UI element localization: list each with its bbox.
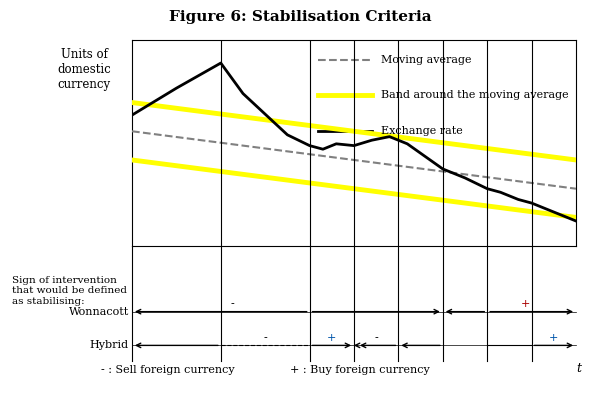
Text: - : Sell foreign currency: - : Sell foreign currency bbox=[101, 365, 235, 375]
Text: +: + bbox=[327, 333, 337, 343]
Text: t: t bbox=[577, 362, 581, 375]
Text: Band around the moving average: Band around the moving average bbox=[380, 91, 568, 100]
Text: +: + bbox=[521, 299, 530, 310]
Text: +: + bbox=[549, 333, 559, 343]
Text: Units of
domestic
currency: Units of domestic currency bbox=[57, 48, 111, 91]
Text: -: - bbox=[231, 299, 235, 310]
Text: -: - bbox=[263, 333, 267, 343]
Text: -: - bbox=[374, 333, 378, 343]
Text: Sign of intervention
that would be defined
as stabilising:: Sign of intervention that would be defin… bbox=[12, 276, 127, 306]
Text: Hybrid: Hybrid bbox=[90, 340, 129, 351]
Text: + : Buy foreign currency: + : Buy foreign currency bbox=[290, 365, 430, 375]
Text: Wonnacott: Wonnacott bbox=[69, 306, 129, 317]
Text: Figure 6: Stabilisation Criteria: Figure 6: Stabilisation Criteria bbox=[169, 10, 431, 24]
Text: Exchange rate: Exchange rate bbox=[380, 125, 463, 135]
Text: Moving average: Moving average bbox=[380, 55, 471, 66]
